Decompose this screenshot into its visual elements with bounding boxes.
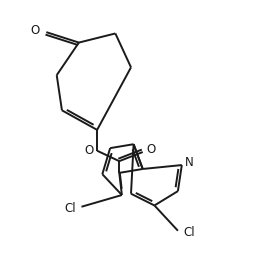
Text: Cl: Cl	[183, 225, 195, 239]
Text: O: O	[146, 143, 155, 156]
Text: O: O	[30, 24, 39, 37]
Text: O: O	[85, 144, 94, 157]
Text: N: N	[185, 156, 194, 169]
Text: Cl: Cl	[65, 202, 76, 215]
